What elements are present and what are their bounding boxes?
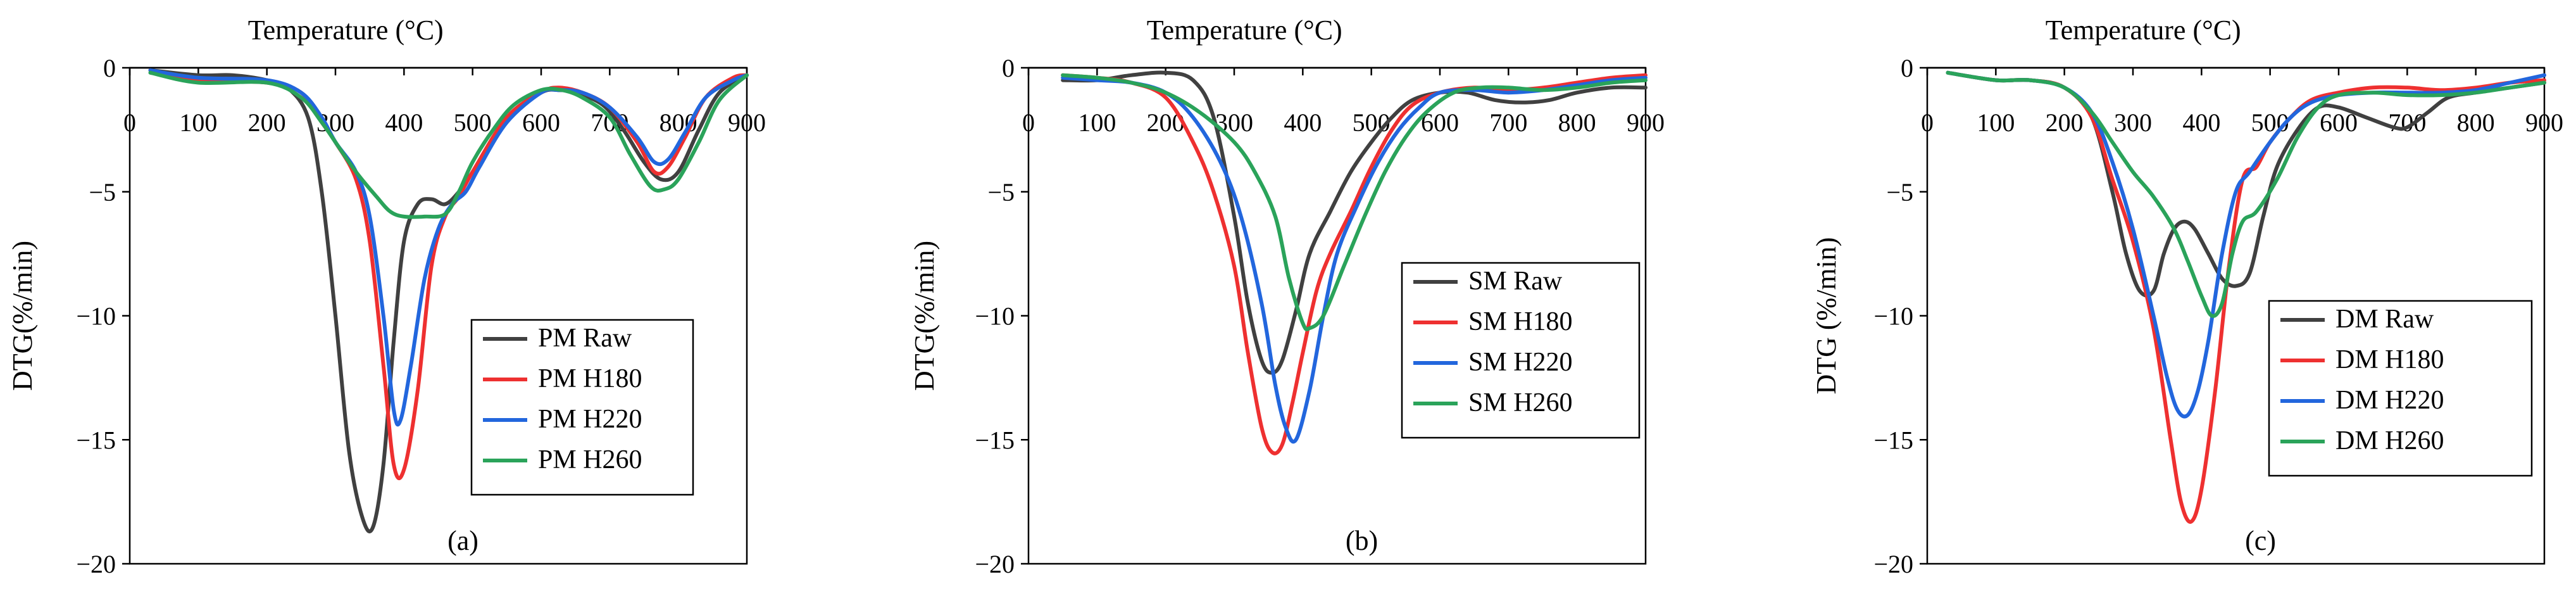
- legend-label: SM H220: [1468, 348, 1573, 377]
- x-tick-label: 900: [2525, 108, 2563, 137]
- chart-panel-1: 0 100 200 300 400 500 600 700 800 9000−5−10−15−20…: [7, 15, 766, 578]
- x-tick-label: 600: [522, 108, 560, 137]
- series-line-pm-h260: [148, 70, 749, 219]
- x-tick-label: 900: [1627, 108, 1665, 137]
- y-axis-title: DTG(%/min): [7, 241, 38, 391]
- x-tick-label: 400: [385, 108, 423, 137]
- x-tick-label: 0: [1921, 108, 1934, 137]
- x-tick-label: 300: [2114, 108, 2152, 137]
- chart-panel-3: 0 100 200 300 400 500 600 700 800 9000−5−10−15−20…: [1811, 15, 2563, 578]
- legend-label: DM H220: [2335, 386, 2444, 415]
- y-tick-label: −5: [987, 178, 1015, 207]
- series-line-pm-raw: [148, 68, 749, 534]
- x-tick-label: 700: [1489, 108, 1527, 137]
- x-tick-label: 800: [1558, 108, 1596, 137]
- legend-label: SM H180: [1468, 307, 1573, 336]
- legend-box: [1401, 262, 1641, 439]
- x-tick-label: 400: [1284, 108, 1322, 137]
- legend-label: PM Raw: [538, 324, 632, 353]
- panel-label: (a): [447, 525, 478, 556]
- legend-label: DM Raw: [2335, 305, 2434, 334]
- panel-label: (b): [1346, 525, 1378, 556]
- x-tick-label: 100: [1078, 108, 1116, 137]
- y-tick-label: −5: [89, 178, 116, 207]
- y-tick-label: 0: [103, 54, 116, 82]
- x-tick-label: 300: [1215, 108, 1253, 137]
- y-tick-label: −15: [1873, 426, 1913, 454]
- x-tick-label: 100: [179, 108, 217, 137]
- x-tick-label: 0: [123, 108, 136, 137]
- x-axis-title: Temperature (°C): [248, 15, 444, 46]
- y-axis-title: DTG (%/min): [1811, 237, 1842, 394]
- x-tick-label: 0: [1022, 108, 1035, 137]
- legend-label: PM H260: [538, 445, 642, 474]
- legend-label: DM H260: [2335, 426, 2444, 455]
- y-tick-label: −10: [975, 302, 1015, 331]
- x-tick-label: 900: [728, 108, 766, 137]
- y-tick-label: −20: [76, 550, 116, 578]
- y-tick-label: −20: [975, 550, 1015, 578]
- legend-label: SM H260: [1468, 388, 1573, 417]
- series-line-dm-raw: [1946, 70, 2546, 298]
- chart-panel-2: 0 100 200 300 400 500 600 700 800 9000−5−10−15−20…: [909, 15, 1665, 578]
- y-tick-label: −15: [975, 426, 1015, 454]
- series-line-sm-raw: [1061, 70, 1648, 375]
- legend-box: [470, 319, 694, 496]
- x-tick-label: 700: [2388, 108, 2426, 137]
- y-tick-label: −15: [76, 426, 116, 454]
- x-axis-title: Temperature (°C): [2046, 15, 2241, 46]
- series-line-dm-h180: [1946, 70, 2546, 524]
- x-tick-label: 500: [454, 108, 492, 137]
- y-tick-label: 0: [1901, 54, 1913, 82]
- series-line-sm-h220: [1061, 75, 1648, 444]
- x-axis-title: Temperature (°C): [1147, 15, 1342, 46]
- panel-label: (c): [2245, 525, 2276, 556]
- legend-label: DM H180: [2335, 345, 2444, 374]
- legend-label: SM Raw: [1468, 267, 1563, 296]
- y-tick-label: −10: [1873, 302, 1913, 331]
- x-tick-label: 200: [2046, 108, 2084, 137]
- series-line-dm-h260: [1946, 70, 2546, 318]
- x-tick-label: 500: [1353, 108, 1391, 137]
- legend-box: [2268, 300, 2533, 477]
- y-axis-title: DTG(%/min): [909, 241, 940, 391]
- x-tick-label: 100: [1977, 108, 2015, 137]
- y-tick-label: −5: [1886, 178, 1913, 207]
- y-tick-label: 0: [1002, 54, 1015, 82]
- legend-label: PM H220: [538, 405, 642, 434]
- x-tick-label: 200: [248, 108, 286, 137]
- y-tick-label: −20: [1873, 550, 1913, 578]
- series-line-sm-h260: [1061, 73, 1648, 331]
- x-tick-label: 800: [2457, 108, 2495, 137]
- y-tick-label: −10: [76, 302, 116, 331]
- x-tick-label: 400: [2182, 108, 2220, 137]
- x-tick-label: 500: [2251, 108, 2289, 137]
- legend-label: PM H180: [538, 364, 642, 393]
